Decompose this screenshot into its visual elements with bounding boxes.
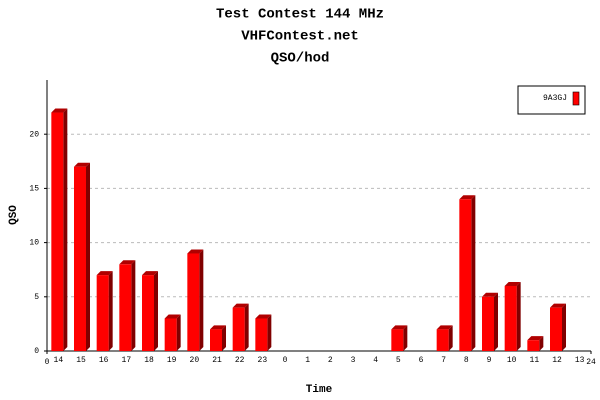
bar-side [199,249,204,351]
bar [459,199,472,351]
bar-top [527,336,544,341]
bar [142,275,154,351]
bar-side [86,162,90,351]
chart-subtitle: VHFContest.net [241,29,359,45]
bar [255,318,268,351]
bar-side [108,271,113,351]
bar-side [154,271,158,351]
x-category-label: 1 [305,356,310,365]
x-category-label: 0 [283,356,288,365]
bar-top [459,195,476,200]
x-category-label: 9 [487,356,492,365]
x-category-label: 21 [212,356,222,365]
x-category-label: 8 [464,356,469,365]
bar-side [63,108,68,352]
bar-top [504,281,521,286]
bar [391,329,404,351]
bar-side [494,292,498,351]
bar-side [244,303,249,351]
x-tick-label: 0 [45,358,50,367]
bar-top [51,108,68,113]
y-tick-label: 15 [29,185,39,194]
legend-label: 9A3GJ [543,94,567,103]
bar-top [164,314,181,319]
y-tick-label: 10 [29,239,39,248]
x-category-label: 17 [122,356,132,365]
bar [164,318,177,351]
bar-side [562,303,566,351]
bar [51,112,64,352]
x-category-label: 7 [441,356,446,365]
x-category-label: 2 [328,356,333,365]
bar [504,285,517,351]
chart-title: Test Contest 144 MHz [216,7,384,23]
y-axis-label: QSO [8,205,20,225]
chart-unit-title: QSO/hod [271,51,330,67]
x-category-label: 18 [144,356,154,365]
x-category-label: 3 [351,356,356,365]
x-category-label: 13 [575,356,585,365]
x-category-label: 15 [76,356,86,365]
bar-side [222,325,226,351]
bar-top [550,303,566,308]
x-category-label: 11 [530,356,540,365]
bar-top [391,325,408,330]
bar [210,329,222,351]
bar-top [187,249,204,254]
bar [550,307,562,351]
bar-top [142,271,158,276]
bar [436,329,449,351]
bar-side [267,314,272,351]
bar [232,307,245,351]
x-category-label: 6 [419,356,424,365]
bar-side [516,281,521,351]
bar-top [74,162,90,167]
legend-swatch [572,91,580,106]
x-category-label: 4 [373,356,378,365]
bar-side [131,260,136,351]
bar-top [96,271,113,276]
bar-top [119,260,136,265]
bar-top [255,314,272,319]
x-category-label: 10 [507,356,517,365]
bar-side [403,325,408,351]
bar-side [539,336,544,351]
x-category-label: 20 [190,356,200,365]
bar [119,264,132,351]
bar [527,340,540,351]
bar-top [210,325,226,330]
x-category-label: 23 [258,356,268,365]
bar-side [448,325,453,351]
bar [187,253,200,351]
bar-side [176,314,181,351]
x-category-label: 22 [235,356,245,365]
bar-top [436,325,453,330]
bar [96,275,109,351]
bar-top [482,292,498,297]
bar [74,166,86,351]
y-tick-label: 5 [34,293,39,302]
x-tick-label: 24 [586,358,596,367]
bar [482,296,494,351]
x-category-label: 5 [396,356,401,365]
bar-top [232,303,249,308]
x-axis-label: Time [306,384,333,396]
x-category-label: 14 [54,356,64,365]
bar-side [471,195,476,351]
x-category-label: 19 [167,356,177,365]
y-tick-label: 20 [29,130,39,139]
x-category-label: 12 [552,356,562,365]
y-tick-label: 0 [34,347,39,356]
x-category-label: 16 [99,356,109,365]
